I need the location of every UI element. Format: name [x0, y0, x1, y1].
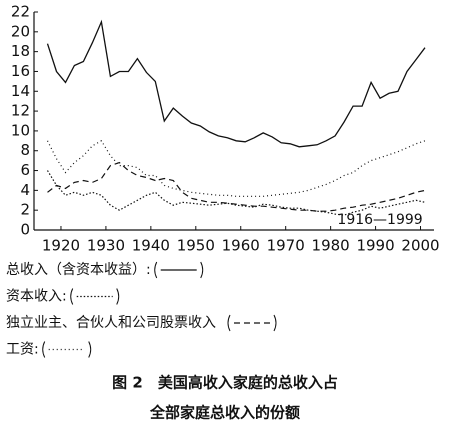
series-line	[46, 19, 426, 148]
x-tick-label: 2000	[401, 237, 439, 255]
y-tick-label: 14	[11, 82, 30, 100]
y-tick-label: 22	[11, 3, 30, 21]
series-line	[46, 139, 426, 197]
legend-paren	[154, 261, 158, 279]
legend-paren	[88, 341, 92, 358]
y-tick-label: 6	[20, 161, 30, 179]
x-tick-label: 1960	[222, 237, 260, 255]
legend-paren	[70, 288, 74, 305]
x-tick-label: 1950	[177, 237, 215, 255]
y-tick-label: 2	[20, 201, 30, 219]
x-tick-label: 1940	[132, 237, 170, 255]
legend-paren	[200, 261, 204, 279]
x-tick-label: 1990	[356, 237, 394, 255]
series-line	[47, 161, 426, 212]
y-tick-label: 10	[11, 121, 30, 139]
y-tick-label: 12	[11, 102, 30, 120]
x-tick-label: 1920	[42, 237, 80, 255]
legend-label: 工资:	[6, 342, 39, 358]
x-tick-label: 1980	[312, 237, 350, 255]
legend-paren	[42, 341, 46, 358]
series-line	[46, 170, 426, 216]
annotation: 1916—1999	[337, 212, 422, 228]
y-tick-label: 8	[20, 141, 30, 159]
y-tick-label: 16	[11, 62, 30, 80]
y-tick-label: 18	[11, 42, 30, 60]
y-tick-label: 0	[20, 221, 30, 239]
legend-label: 独立业主、合伙人和公司股票收入	[6, 315, 216, 331]
x-tick-label: 1970	[267, 237, 305, 255]
caption: 全部家庭总收入的份额	[149, 404, 300, 422]
legend-paren	[227, 314, 231, 332]
legend-label: 总收入（含资本收益）:	[6, 262, 151, 278]
y-tick-label: 20	[11, 22, 30, 40]
x-tick-label: 1930	[87, 237, 125, 255]
legend-label: 资本收入:	[6, 289, 67, 305]
legend-paren	[116, 288, 120, 305]
y-tick-label: 4	[20, 181, 30, 199]
legend-paren	[273, 314, 277, 332]
caption: 图 2 美国高收入家庭的总收入占	[112, 374, 338, 392]
